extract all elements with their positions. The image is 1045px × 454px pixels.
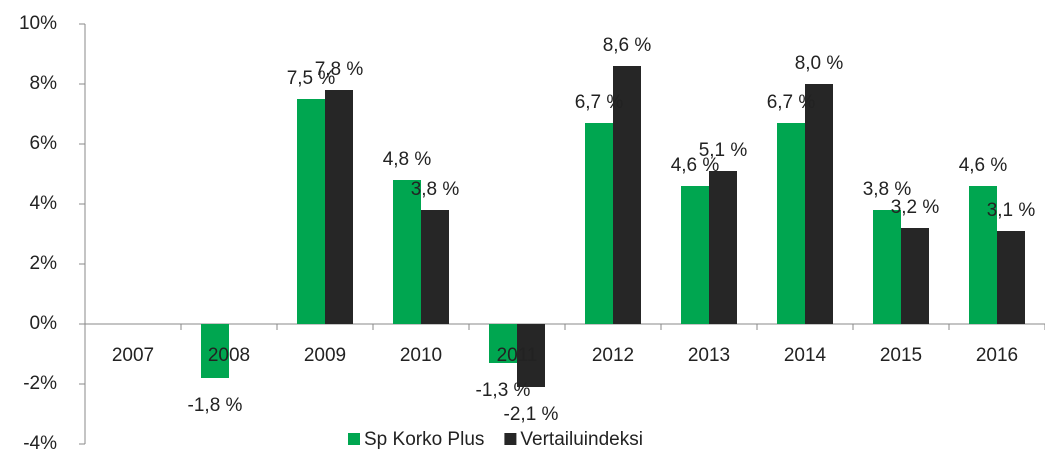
bar	[393, 180, 421, 324]
x-tick-label: 2016	[976, 345, 1018, 366]
data-label: 5,1 %	[699, 140, 748, 161]
data-label: 4,6 %	[671, 155, 720, 176]
bar	[613, 66, 641, 324]
data-label: 3,2 %	[891, 197, 940, 218]
bar	[489, 324, 517, 363]
x-tick-label: 2012	[592, 345, 634, 366]
y-tick-label: 10%	[19, 13, 57, 34]
y-tick-label: 8%	[30, 73, 58, 94]
y-tick-label: 0%	[30, 313, 58, 334]
bar	[873, 210, 901, 324]
legend-swatch	[348, 433, 360, 445]
data-label: 6,7 %	[575, 92, 624, 113]
data-label: -1,8 %	[188, 395, 243, 416]
y-tick-label: 4%	[30, 193, 58, 214]
x-tick-label: 2008	[208, 345, 250, 366]
bar	[997, 231, 1025, 324]
bar	[421, 210, 449, 324]
bar	[297, 99, 325, 324]
data-label: -2,1 %	[504, 404, 559, 425]
y-tick-label: -4%	[23, 433, 57, 454]
data-label: 6,7 %	[767, 92, 816, 113]
data-label: 7,5 %	[287, 68, 336, 89]
bar	[709, 171, 737, 324]
bar	[681, 186, 709, 324]
data-label: 4,6 %	[959, 155, 1008, 176]
data-label: 7,8 %	[315, 59, 364, 80]
y-tick-label: 6%	[30, 133, 58, 154]
bar	[201, 324, 229, 378]
bar	[585, 123, 613, 324]
data-label: 4,8 %	[383, 149, 432, 170]
x-tick-label: 2014	[784, 345, 827, 366]
data-label: 3,1 %	[987, 200, 1036, 221]
x-tick-label: 2007	[112, 345, 154, 366]
legend-label: Vertailuindeksi	[520, 429, 643, 450]
bar	[517, 324, 545, 387]
bar	[325, 90, 353, 324]
x-tick-label: 2013	[688, 345, 730, 366]
bar	[777, 123, 805, 324]
x-tick-label: 2009	[304, 345, 346, 366]
data-label: -1,3 %	[476, 380, 531, 401]
data-label: 3,8 %	[863, 179, 912, 200]
bar	[969, 186, 997, 324]
data-label: 8,6 %	[603, 35, 652, 56]
x-tick-label: 2015	[880, 345, 922, 366]
data-label: 3,8 %	[411, 179, 460, 200]
bar	[805, 84, 833, 324]
x-tick-label: 2011	[497, 345, 538, 366]
bar	[901, 228, 929, 324]
y-tick-label: -2%	[23, 373, 57, 394]
y-tick-label: 2%	[30, 253, 58, 274]
legend-swatch	[504, 433, 517, 445]
legend-label: Sp Korko Plus	[364, 429, 484, 450]
x-tick-label: 2010	[400, 345, 442, 366]
data-label: 8,0 %	[795, 53, 844, 74]
